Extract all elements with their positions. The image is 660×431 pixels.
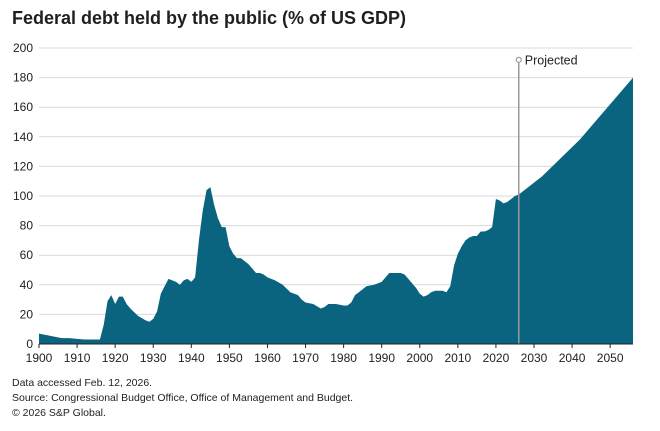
chart-footer: Data accessed Feb. 12, 2026. Source: Con… xyxy=(12,376,353,421)
x-tick-label-2050: 2050 xyxy=(597,351,624,365)
x-tick-label-1960: 1960 xyxy=(254,351,281,365)
y-tick-label-40: 40 xyxy=(20,278,34,292)
x-tick-label-1950: 1950 xyxy=(216,351,243,365)
source-note: Source: Congressional Budget Office, Off… xyxy=(12,392,354,404)
debt-area-chart: Projected 020406080100120140160180200190… xyxy=(13,41,633,365)
projection-marker: Projected xyxy=(515,53,578,344)
x-tick-label-1920: 1920 xyxy=(102,351,129,365)
y-tick-label-120: 120 xyxy=(13,159,33,173)
area-series-0 xyxy=(39,77,633,344)
y-tick-label-200: 200 xyxy=(13,41,33,55)
y-tick-label-20: 20 xyxy=(20,307,34,321)
x-tick-label-1900: 1900 xyxy=(26,351,53,365)
area-series xyxy=(39,77,633,344)
x-tick-label-1940: 1940 xyxy=(178,351,205,365)
x-tick-label-1980: 1980 xyxy=(330,351,357,365)
copyright-note: © 2026 S&P Global. xyxy=(12,407,106,419)
x-tick-label-1910: 1910 xyxy=(64,351,91,365)
y-tick-label-160: 160 xyxy=(13,100,33,114)
data-accessed-note: Data accessed Feb. 12, 2026. xyxy=(12,377,153,389)
projection-dot xyxy=(515,56,522,63)
chart-title: Federal debt held by the public (% of US… xyxy=(12,8,407,28)
x-tick-label-2020: 2020 xyxy=(483,351,510,365)
x-tick-label-1990: 1990 xyxy=(368,351,395,365)
projection-label: Projected xyxy=(525,53,578,67)
y-tick-label-140: 140 xyxy=(13,130,33,144)
x-tick-label-2040: 2040 xyxy=(559,351,586,365)
x-tick-label-2010: 2010 xyxy=(444,351,471,365)
y-tick-label-0: 0 xyxy=(26,337,33,351)
y-tick-label-60: 60 xyxy=(20,248,34,262)
x-tick-label-2000: 2000 xyxy=(406,351,433,365)
y-tick-label-80: 80 xyxy=(20,219,34,233)
y-tick-label-180: 180 xyxy=(13,71,33,85)
x-tick-label-1970: 1970 xyxy=(292,351,319,365)
x-tick-label-2030: 2030 xyxy=(521,351,548,365)
y-tick-label-100: 100 xyxy=(13,189,33,203)
x-tick-label-1930: 1930 xyxy=(140,351,167,365)
